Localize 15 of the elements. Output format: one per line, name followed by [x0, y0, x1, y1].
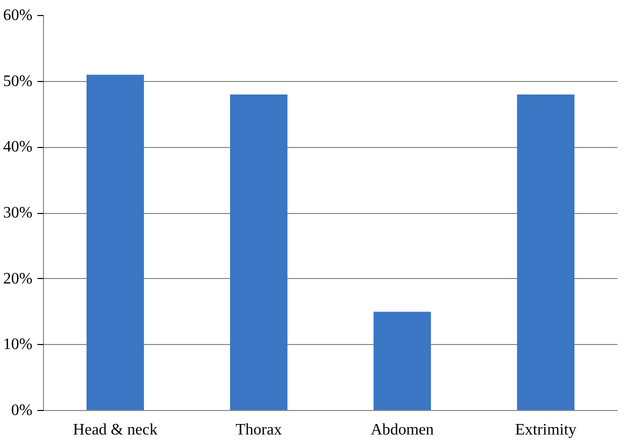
bar [86, 74, 144, 410]
x-tick-label: Thorax [236, 422, 282, 438]
x-tick-label: Extrimity [515, 422, 576, 438]
x-tick-label: Abdomen [370, 422, 434, 438]
bar [230, 94, 288, 410]
y-tick-label: 10% [3, 336, 32, 354]
y-tick-label: 20% [3, 270, 32, 288]
y-tick-label: 30% [3, 204, 32, 222]
bar [374, 312, 431, 410]
y-tick-label: 50% [3, 72, 32, 90]
bar [517, 94, 574, 410]
y-tick-label: 60% [3, 7, 32, 24]
y-tick-label: 0% [11, 402, 32, 419]
x-tick-label: Head & neck [73, 422, 158, 438]
y-tick-label: 40% [3, 138, 32, 156]
